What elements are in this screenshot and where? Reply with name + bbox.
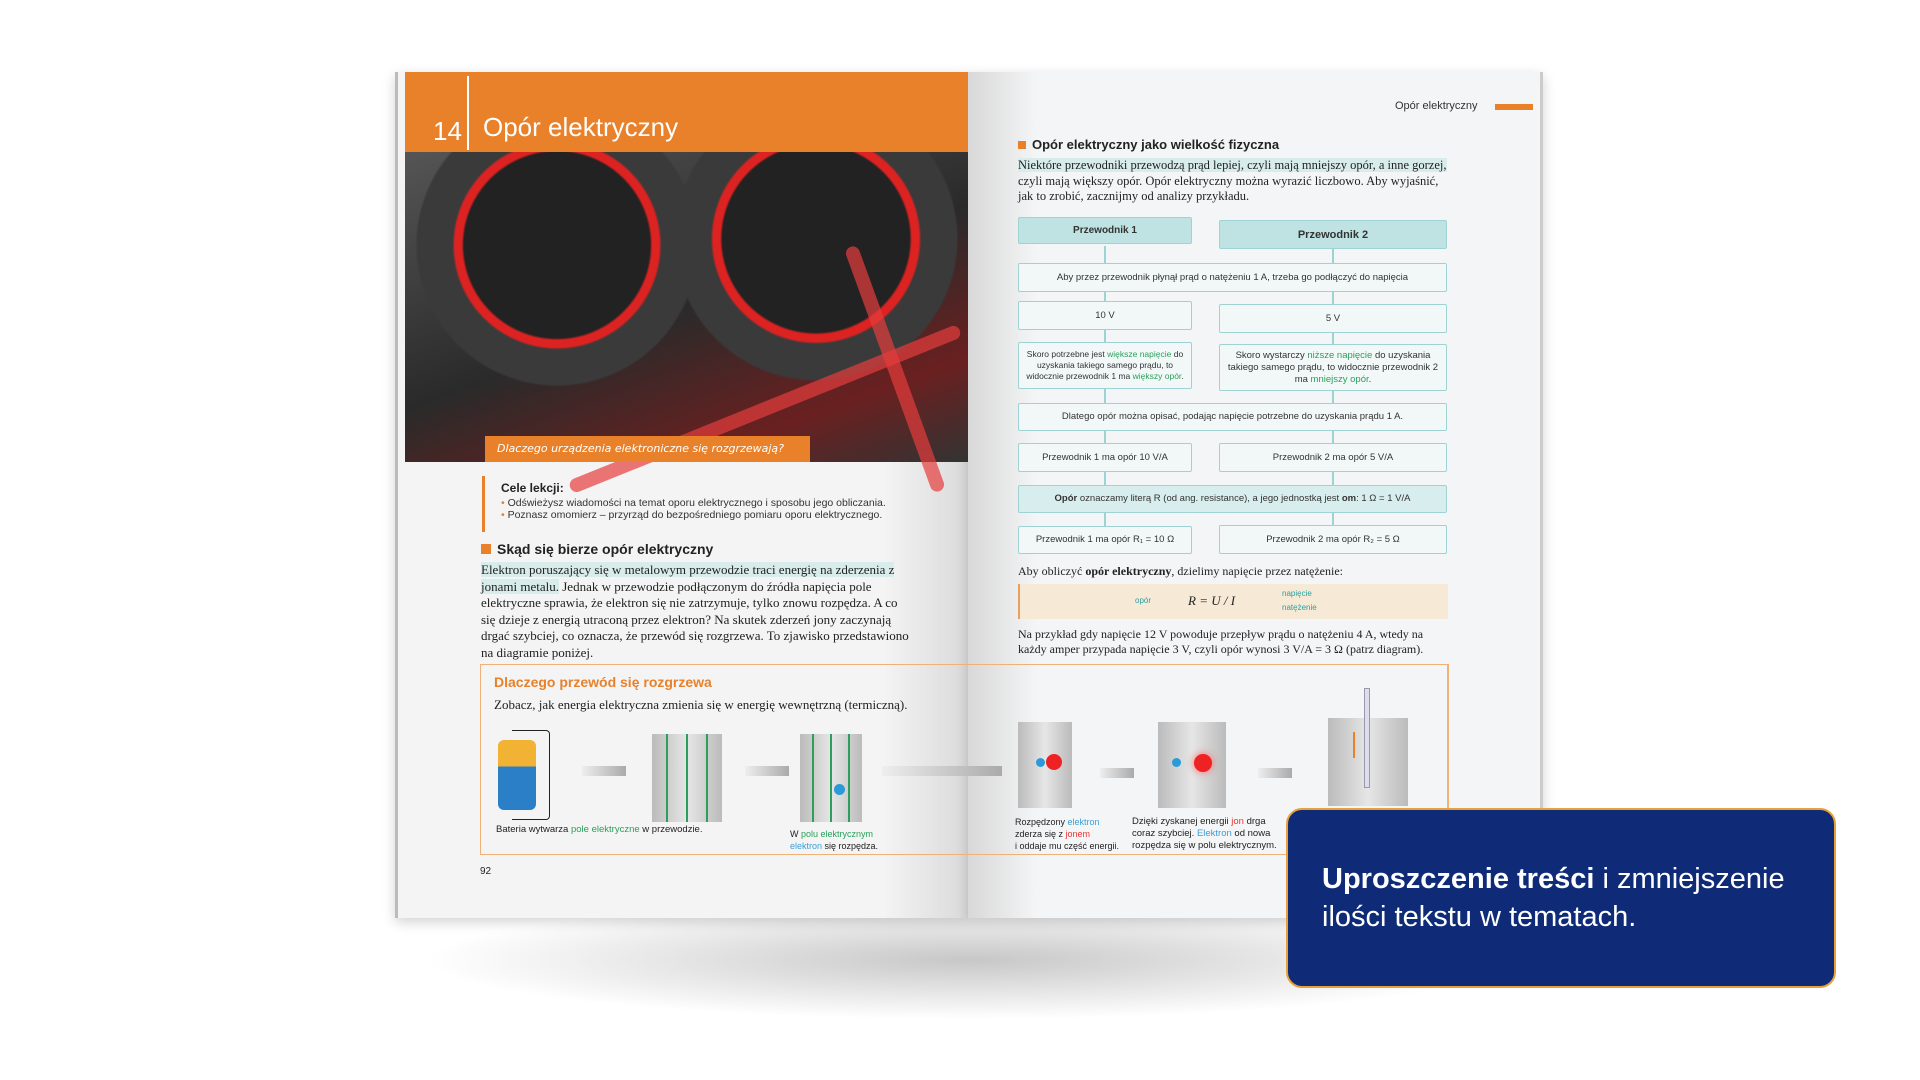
- goal-item: Odświeżysz wiadomości na temat oporu ele…: [501, 497, 902, 509]
- flow-row: Dlatego opór można opisać, podając napię…: [1018, 403, 1447, 431]
- diagram-title: Dlaczego przewód się rozgrzewa: [494, 674, 712, 690]
- header-divider: [467, 76, 469, 150]
- feature-callout: Uproszczenie treści i zmniejszenie ilośc…: [1286, 808, 1836, 988]
- heating-diagram: [480, 664, 1448, 855]
- formula-box: opór R = U / I napięcie natężenie: [1018, 584, 1448, 619]
- running-head: Opór elektryczny: [1395, 100, 1478, 112]
- flow-result-2: Przewodnik 2 ma opór R₂ = 5 Ω: [1219, 525, 1447, 554]
- thermometer-figure: [1328, 688, 1408, 806]
- diagram-border: [1447, 664, 1449, 812]
- flow-header-2: Przewodnik 2: [1219, 220, 1447, 249]
- body-paragraph: Niektóre przewodniki przewodzą prąd lepi…: [1018, 158, 1447, 203]
- arrow-icon: [1258, 768, 1292, 778]
- flow-reason-1: Skoro potrzebne jest większe napięcie do…: [1018, 342, 1192, 389]
- flow-definition: Opór oznaczamy literą R (od ang. resista…: [1018, 485, 1447, 513]
- diagram-intro: Zobacz, jak energia elektryczna zmienia …: [494, 697, 908, 712]
- caption-collision: Rozpędzony elektron zderza się z jonem i o…: [1015, 817, 1120, 851]
- flow-reason-2: Skoro wystarczy niższe napięcie do uzysk…: [1219, 344, 1447, 391]
- body-paragraph: Elektron poruszający się w metalowym prz…: [481, 562, 909, 660]
- chapter-photo: [405, 152, 968, 495]
- vibrating-ion-figure: [1158, 722, 1226, 808]
- formula: R = U / I: [1188, 593, 1236, 608]
- flow-row: Aby przez przewodnik płynął prąd o natęż…: [1018, 263, 1447, 292]
- formula-label-r: opór: [1135, 596, 1152, 605]
- chapter-number: 14: [433, 116, 462, 146]
- arrow-icon: [745, 766, 789, 776]
- arrow-icon: [582, 766, 626, 776]
- arrow-icon: [1100, 768, 1134, 778]
- flow-voltage-2: 5 V: [1219, 304, 1447, 333]
- flow-voltage-1: 10 V: [1018, 301, 1192, 330]
- battery-icon: [498, 740, 536, 810]
- battery-wire: [512, 730, 550, 820]
- field-wire-figure: [652, 734, 722, 822]
- chapter-title: Opór elektryczny: [483, 112, 679, 142]
- caption-battery: Bateria wytwarza pole elektryczne w prze…: [496, 824, 703, 835]
- flow-header-1: Przewodnik 1: [1018, 217, 1192, 244]
- formula-label-i: natężenie: [1282, 603, 1317, 612]
- formula-label-u: napięcie: [1282, 589, 1312, 598]
- flow-resistance-2: Przewodnik 2 ma opór 5 V/A: [1219, 443, 1447, 472]
- chapter-header: 14 Opór elektryczny: [405, 72, 968, 152]
- photo-caption: Dlaczego urządzenia elektroniczne się ro…: [485, 436, 810, 462]
- goal-item: Poznasz omomierz – przyrząd do bezpośred…: [501, 509, 902, 521]
- calc-intro: Aby obliczyć opór elektryczny, dzielimy …: [1018, 564, 1343, 578]
- section-heading: Opór elektryczny jako wielkość fizyczna: [1018, 137, 1279, 152]
- page-number: 92: [480, 866, 492, 877]
- section-heading: Skąd się bierze opór elektryczny: [481, 541, 713, 557]
- lesson-goals: Cele lekcji: Odświeżysz wiadomości na te…: [482, 476, 902, 532]
- electron-wire-figure: [800, 734, 862, 822]
- flow-result-1: Przewodnik 1 ma opór R₁ = 10 Ω: [1018, 526, 1192, 554]
- caption-field: W polu elektrycznym elektron się rozpędza…: [790, 829, 879, 851]
- caption-vibration: Dzięki zyskanej energii jon drga coraz s…: [1132, 816, 1277, 851]
- example-paragraph: Na przykład gdy napięcie 12 V powoduje p…: [1018, 627, 1424, 656]
- running-head-bar: [1495, 104, 1533, 110]
- goals-title: Cele lekcji:: [501, 481, 564, 495]
- arrow-icon: [882, 766, 1002, 776]
- collision-figure: [1018, 722, 1072, 808]
- flow-resistance-1: Przewodnik 1 ma opór 10 V/A: [1018, 443, 1192, 472]
